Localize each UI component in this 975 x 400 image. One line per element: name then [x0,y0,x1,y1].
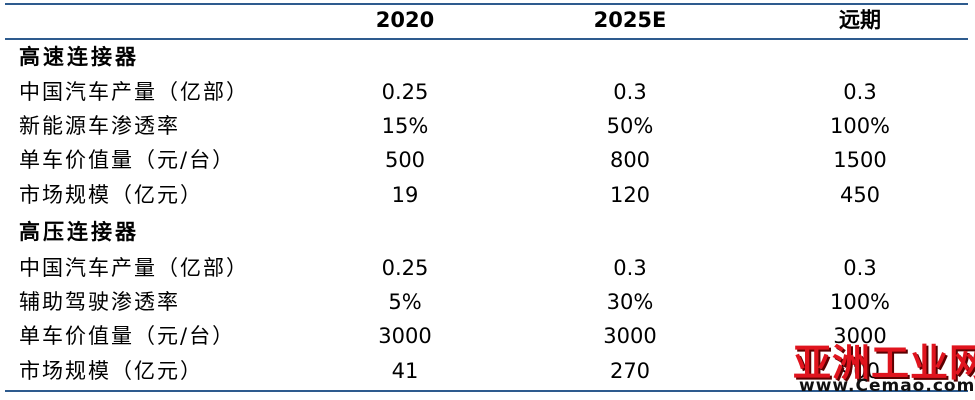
value-2020: 19 [391,183,419,207]
watermark-url: www.Cemao.com [799,376,975,396]
site-watermark: 亚洲工业网 www.Cemao.com [783,330,975,400]
value-long-term: 0.3 [843,80,877,104]
table-header-rule [5,38,968,40]
value-2020: 15% [381,114,429,138]
table-bottom-rule [5,390,968,392]
value-2025e: 3000 [603,324,657,348]
table-header-row: 2020 2025E 远期 [0,3,975,37]
table-row: 辅助驾驶渗透率 5% 30% 100% [0,285,975,319]
value-2025e: 120 [609,183,651,207]
value-long-term: 900 [839,359,881,383]
row-label: 市场规模（亿元） [19,359,203,383]
section-title-high-voltage: 高压连接器 [19,220,139,244]
value-2025e: 50% [606,114,654,138]
row-label: 市场规模（亿元） [19,183,203,207]
value-2020: 3000 [378,324,432,348]
value-2025e: 30% [606,290,654,314]
row-label: 中国汽车产量（亿部） [19,80,249,104]
value-2025e: 270 [609,359,651,383]
table-row: 中国汽车产量（亿部） 0.25 0.3 0.3 [0,75,975,109]
section-title-high-speed: 高速连接器 [19,45,139,69]
table-row: 中国汽车产量（亿部） 0.25 0.3 0.3 [0,251,975,285]
table-row: 单车价值量（元/台） 3000 3000 3000 [0,319,975,353]
watermark-logo-text: 亚洲工业网 [793,340,975,385]
value-2020: 41 [391,359,419,383]
row-label: 单车价值量（元/台） [19,324,236,348]
table-top-rule [5,3,968,5]
value-long-term: 3000 [833,324,887,348]
row-label: 辅助驾驶渗透率 [19,290,180,314]
value-2020: 0.25 [381,80,429,104]
section-title-row: 高压连接器 [0,215,975,249]
value-2020: 500 [384,148,426,172]
header-long-term: 远期 [839,8,881,32]
value-long-term: 0.3 [843,256,877,280]
value-2020: 5% [388,290,422,314]
row-label: 中国汽车产量（亿部） [19,256,249,280]
table-row: 市场规模（亿元） 41 270 900 [0,354,975,388]
table-row: 市场规模（亿元） 19 120 450 [0,178,975,212]
value-2025e: 800 [609,148,651,172]
row-label: 单车价值量（元/台） [19,148,236,172]
section-title-row: 高速连接器 [0,40,975,74]
row-label: 新能源车渗透率 [19,114,180,138]
value-2025e: 0.3 [613,256,647,280]
table-row: 单车价值量（元/台） 500 800 1500 [0,143,975,177]
table-row: 新能源车渗透率 15% 50% 100% [0,109,975,143]
value-long-term: 1500 [833,148,887,172]
value-2025e: 0.3 [613,80,647,104]
value-long-term: 450 [839,183,881,207]
value-long-term: 100% [829,114,891,138]
header-2020: 2020 [375,8,435,32]
value-long-term: 100% [829,290,891,314]
header-2025e: 2025E [593,8,667,32]
value-2020: 0.25 [381,256,429,280]
